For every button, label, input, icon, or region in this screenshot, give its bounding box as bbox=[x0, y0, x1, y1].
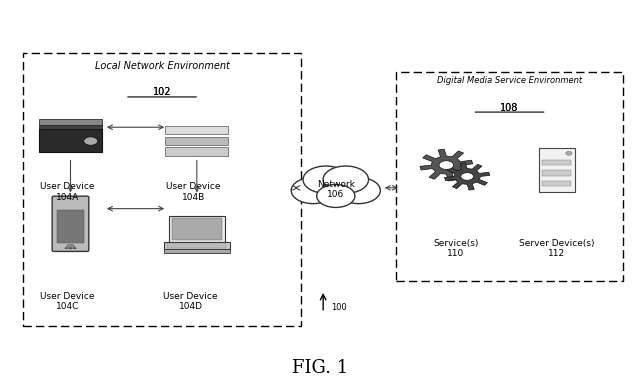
Circle shape bbox=[461, 173, 474, 180]
Polygon shape bbox=[445, 163, 490, 190]
Circle shape bbox=[84, 137, 98, 145]
FancyBboxPatch shape bbox=[165, 137, 228, 145]
FancyBboxPatch shape bbox=[538, 148, 575, 192]
FancyBboxPatch shape bbox=[165, 147, 228, 156]
FancyBboxPatch shape bbox=[39, 125, 102, 129]
FancyBboxPatch shape bbox=[52, 196, 89, 252]
FancyBboxPatch shape bbox=[164, 241, 230, 249]
Text: Local Network Environment: Local Network Environment bbox=[95, 61, 230, 71]
Circle shape bbox=[439, 161, 454, 170]
Circle shape bbox=[566, 151, 572, 155]
FancyBboxPatch shape bbox=[172, 218, 222, 240]
Circle shape bbox=[323, 166, 369, 193]
Circle shape bbox=[69, 247, 72, 249]
FancyBboxPatch shape bbox=[542, 170, 572, 176]
Text: Network
106: Network 106 bbox=[317, 180, 355, 199]
Circle shape bbox=[317, 185, 355, 207]
Text: Service(s)
110: Service(s) 110 bbox=[433, 239, 479, 259]
Circle shape bbox=[74, 247, 77, 249]
Text: User Device
104C: User Device 104C bbox=[40, 292, 95, 312]
Text: 108: 108 bbox=[500, 103, 518, 113]
Polygon shape bbox=[420, 149, 473, 181]
Circle shape bbox=[67, 244, 74, 249]
FancyBboxPatch shape bbox=[39, 129, 102, 152]
Circle shape bbox=[303, 166, 349, 193]
FancyBboxPatch shape bbox=[164, 249, 230, 253]
Circle shape bbox=[291, 178, 335, 204]
Text: User Device
104B: User Device 104B bbox=[166, 182, 221, 202]
Text: 102: 102 bbox=[153, 87, 172, 98]
FancyBboxPatch shape bbox=[168, 243, 226, 248]
FancyBboxPatch shape bbox=[542, 160, 572, 166]
Text: 108: 108 bbox=[500, 103, 518, 113]
Text: User Device
104D: User Device 104D bbox=[163, 292, 218, 312]
Circle shape bbox=[308, 170, 364, 203]
FancyBboxPatch shape bbox=[542, 181, 572, 187]
FancyBboxPatch shape bbox=[39, 120, 102, 125]
FancyBboxPatch shape bbox=[165, 126, 228, 134]
Text: Digital Media Service Environment: Digital Media Service Environment bbox=[437, 76, 582, 85]
Text: FIG. 1: FIG. 1 bbox=[292, 359, 348, 377]
Text: User Device
104A: User Device 104A bbox=[40, 182, 95, 202]
FancyBboxPatch shape bbox=[169, 216, 225, 242]
Circle shape bbox=[337, 178, 380, 204]
Circle shape bbox=[65, 247, 68, 249]
Text: Server Device(s)
112: Server Device(s) 112 bbox=[519, 239, 595, 259]
Text: 102: 102 bbox=[153, 87, 172, 98]
Text: 100: 100 bbox=[332, 303, 347, 312]
FancyBboxPatch shape bbox=[57, 210, 84, 243]
